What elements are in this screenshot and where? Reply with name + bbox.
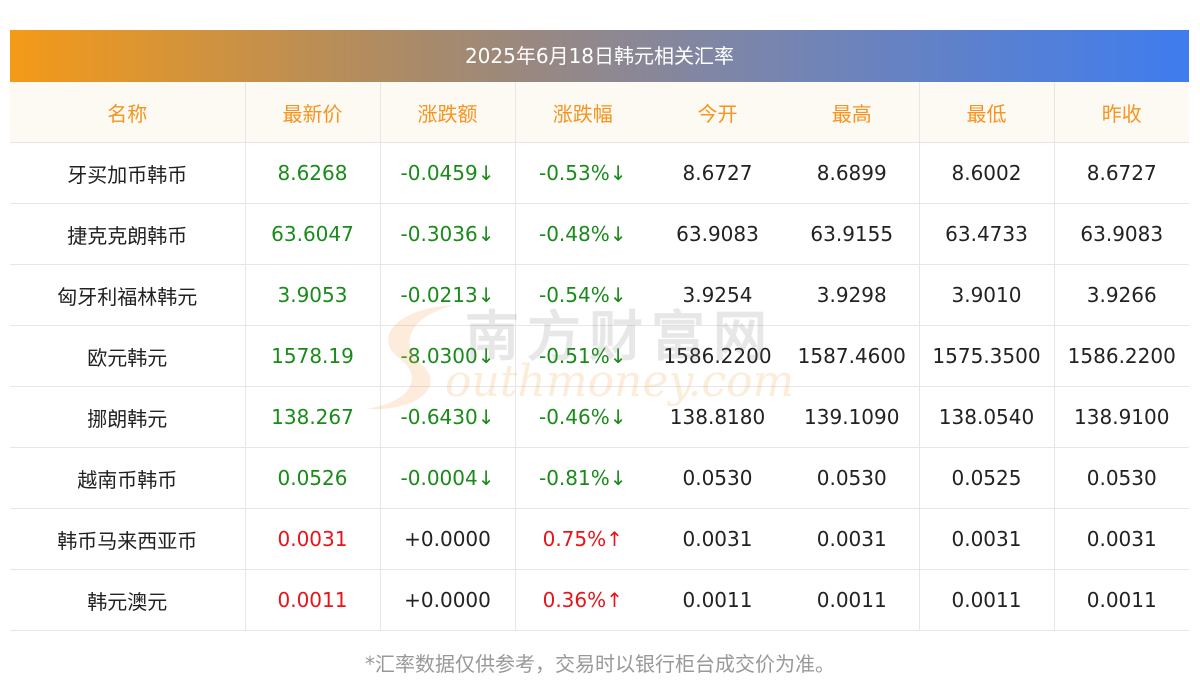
currency-name: 越南币韩币 — [10, 447, 246, 509]
currency-name: 匈牙利福林韩元 — [10, 264, 246, 326]
currency-name: 韩元澳元 — [10, 569, 246, 631]
table-row: 牙买加币韩币 8.6268 -0.0459↓ -0.53%↓ 8.6727 8.6899 8… — [10, 142, 1189, 204]
high-price: 1587.4600 — [785, 325, 920, 387]
change-percent: -0.51%↓ — [515, 325, 650, 387]
header-high: 最高 — [785, 82, 920, 143]
header-change: 涨跌额 — [380, 82, 516, 143]
open-price: 0.0011 — [650, 569, 785, 631]
change-percent: 0.36%↑ — [515, 569, 650, 631]
low-price: 0.0011 — [919, 569, 1055, 631]
change-percent: -0.81%↓ — [515, 447, 650, 509]
prev-close: 0.0011 — [1054, 569, 1189, 631]
low-price: 3.9010 — [919, 264, 1055, 326]
change-percent: -0.53%↓ — [515, 142, 650, 204]
open-price: 3.9254 — [650, 264, 785, 326]
change-amount: -0.6430↓ — [380, 386, 516, 448]
currency-name: 韩币马来西亚币 — [10, 508, 246, 570]
table-row: 韩币马来西亚币 0.0031 +0.0000 0.75%↑ 0.0031 0.0031 0.… — [10, 508, 1189, 570]
header-low: 最低 — [919, 82, 1055, 143]
low-price: 8.6002 — [919, 142, 1055, 204]
header-open: 今开 — [650, 82, 785, 143]
latest-price: 63.6047 — [245, 203, 381, 265]
high-price: 0.0031 — [785, 508, 920, 570]
prev-close: 0.0530 — [1054, 447, 1189, 509]
open-price: 63.9083 — [650, 203, 785, 265]
low-price: 1575.3500 — [919, 325, 1055, 387]
header-prev-close: 昨收 — [1054, 82, 1189, 143]
exchange-rate-table: 名称 最新价 涨跌额 涨跌幅 今开 最高 最低 昨收 牙买加币韩币 8.6268-… — [10, 82, 1189, 631]
header-name: 名称 — [10, 82, 246, 143]
low-price: 138.0540 — [919, 386, 1055, 448]
prev-close: 1586.2200 — [1054, 325, 1189, 387]
change-percent: -0.48%↓ — [515, 203, 650, 265]
high-price: 139.1090 — [785, 386, 920, 448]
open-price: 138.8180 — [650, 386, 785, 448]
change-amount: -0.0459↓ — [380, 142, 516, 204]
currency-name: 牙买加币韩币 — [10, 142, 246, 204]
table-title: 2025年6月18日韩元相关汇率 — [10, 30, 1189, 82]
prev-close: 8.6727 — [1054, 142, 1189, 204]
change-percent: -0.54%↓ — [515, 264, 650, 326]
open-price: 1586.2200 — [650, 325, 785, 387]
table-row: 匈牙利福林韩元 3.9053 -0.0213↓ -0.54%↓ 3.9254 3.9298… — [10, 264, 1189, 326]
latest-price: 8.6268 — [245, 142, 381, 204]
latest-price: 0.0011 — [245, 569, 381, 631]
change-amount: +0.0000 — [380, 508, 516, 570]
table-row: 欧元韩元 1578.19 -8.0300↓ -0.51%↓ 1586.2200 1587.… — [10, 325, 1189, 387]
header-row: 名称 最新价 涨跌额 涨跌幅 今开 最高 最低 昨收 — [10, 82, 1189, 143]
latest-price: 3.9053 — [245, 264, 381, 326]
currency-name: 欧元韩元 — [10, 325, 246, 387]
currency-name: 捷克克朗韩币 — [10, 203, 246, 265]
footnote: *汇率数据仅供参考，交易时以银行柜台成交价为准。 — [365, 652, 835, 676]
table-row: 捷克克朗韩币 63.6047 -0.3036↓ -0.48%↓ 63.9083 63.91… — [10, 203, 1189, 265]
high-price: 0.0530 — [785, 447, 920, 509]
currency-name: 挪朗韩元 — [10, 386, 246, 448]
change-amount: -8.0300↓ — [380, 325, 516, 387]
low-price: 63.4733 — [919, 203, 1055, 265]
low-price: 0.0031 — [919, 508, 1055, 570]
header-latest: 最新价 — [245, 82, 381, 143]
low-price: 0.0525 — [919, 447, 1055, 509]
change-percent: -0.46%↓ — [515, 386, 650, 448]
change-percent: 0.75%↑ — [515, 508, 650, 570]
change-amount: -0.0213↓ — [380, 264, 516, 326]
open-price: 8.6727 — [650, 142, 785, 204]
latest-price: 1578.19 — [245, 325, 381, 387]
prev-close: 138.9100 — [1054, 386, 1189, 448]
high-price: 3.9298 — [785, 264, 920, 326]
prev-close: 3.9266 — [1054, 264, 1189, 326]
latest-price: 0.0031 — [245, 508, 381, 570]
change-amount: -0.3036↓ — [380, 203, 516, 265]
change-amount: -0.0004↓ — [380, 447, 516, 509]
high-price: 8.6899 — [785, 142, 920, 204]
high-price: 63.9155 — [785, 203, 920, 265]
change-amount: +0.0000 — [380, 569, 516, 631]
table-row: 韩元澳元 0.0011 +0.0000 0.36%↑ 0.0011 0.0011 0.001… — [10, 569, 1189, 631]
table-row: 越南币韩币 0.0526 -0.0004↓ -0.81%↓ 0.0530 0.0530 0.… — [10, 447, 1189, 509]
open-price: 0.0031 — [650, 508, 785, 570]
table-row: 挪朗韩元 138.267 -0.6430↓ -0.46%↓ 138.8180 139.10… — [10, 386, 1189, 448]
prev-close: 63.9083 — [1054, 203, 1189, 265]
high-price: 0.0011 — [785, 569, 920, 631]
prev-close: 0.0031 — [1054, 508, 1189, 570]
latest-price: 0.0526 — [245, 447, 381, 509]
header-change-pct: 涨跌幅 — [515, 82, 650, 143]
latest-price: 138.267 — [245, 386, 381, 448]
open-price: 0.0530 — [650, 447, 785, 509]
